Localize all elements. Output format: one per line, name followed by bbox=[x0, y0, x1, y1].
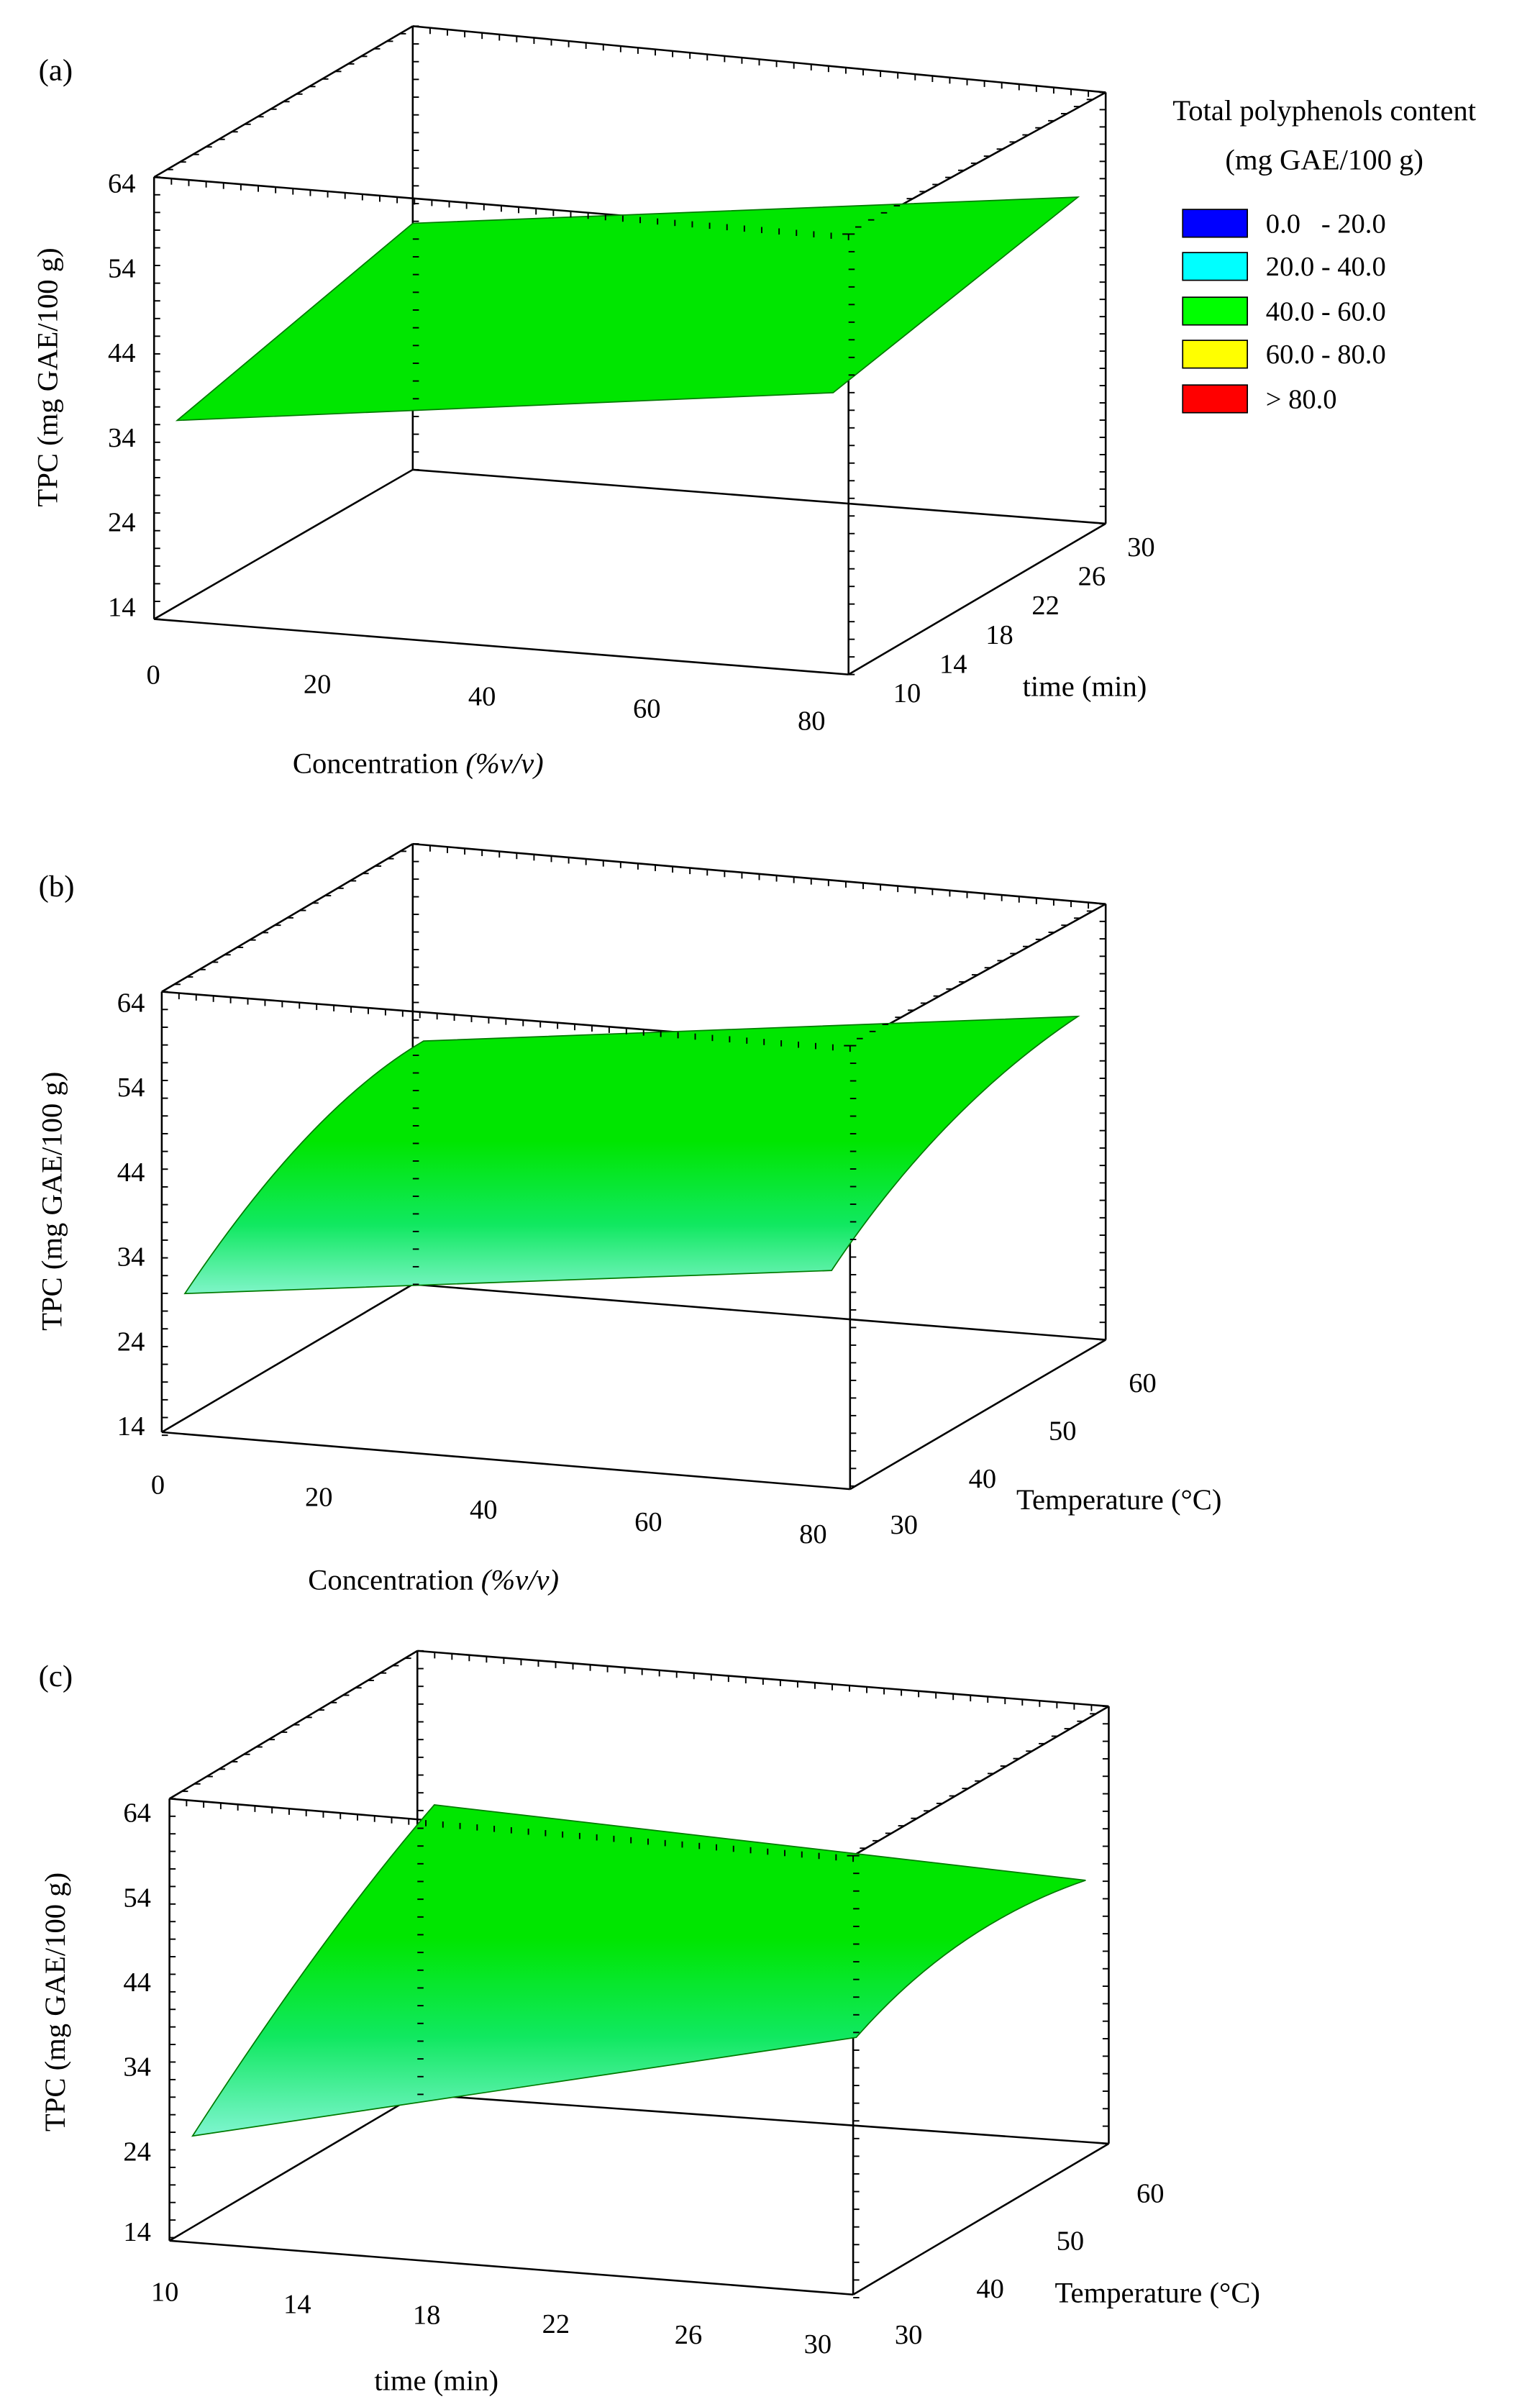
legend-label: 40.0 - 60.0 bbox=[1266, 296, 1386, 327]
x-tick-label: 30 bbox=[804, 2329, 832, 2360]
legend-swatch bbox=[1182, 296, 1248, 326]
y-tick-label: 14 bbox=[939, 650, 967, 680]
z-tick-label: 14 bbox=[117, 1411, 145, 1442]
panel-c: (c) TPC (mg GAE/100 g) 64 54 44 34 24 14 bbox=[39, 1650, 1260, 2396]
z-tick-label: 64 bbox=[108, 169, 136, 199]
z-tick-label: 44 bbox=[108, 338, 136, 368]
z-tick-label: 34 bbox=[108, 423, 136, 453]
panel-label: (c) bbox=[39, 1660, 73, 1693]
x-tick-label: 80 bbox=[799, 1519, 827, 1550]
x-tick-label: 10 bbox=[151, 2277, 179, 2307]
x-tick-label: 60 bbox=[634, 1507, 662, 1537]
z-tick-label: 24 bbox=[123, 2137, 151, 2167]
z-tick-label: 64 bbox=[123, 1798, 151, 1829]
panel-a: (a) TPC (mg GAE/100 g) 64 54 44 34 24 14 bbox=[31, 25, 1155, 780]
legend-subtitle: (mg GAE/100 g) bbox=[1225, 143, 1423, 176]
x-tick-label: 14 bbox=[283, 2289, 311, 2319]
z-tick-label: 54 bbox=[117, 1073, 145, 1103]
response-surface bbox=[175, 196, 1080, 422]
legend-label: > 80.0 bbox=[1266, 384, 1337, 414]
x-tick-label: 40 bbox=[470, 1495, 498, 1525]
x-tick-label: 20 bbox=[304, 669, 332, 699]
x-tick-label: 40 bbox=[468, 681, 496, 711]
z-tick-label: 14 bbox=[108, 592, 136, 622]
legend-entry: 40.0 - 60.0 bbox=[1182, 296, 1386, 327]
z-axis-label: TPC (mg GAE/100 g) bbox=[36, 1072, 68, 1331]
y-tick-label: 30 bbox=[895, 2320, 923, 2350]
response-surface bbox=[191, 1804, 1086, 2137]
legend-label: 20.0 - 40.0 bbox=[1266, 252, 1386, 282]
x-tick-label: 18 bbox=[413, 2300, 441, 2330]
legend-entry: 0.0 - 20.0 bbox=[1182, 209, 1386, 239]
y-tick-label: 50 bbox=[1057, 2226, 1085, 2257]
y-tick-label: 50 bbox=[1049, 1416, 1077, 1447]
panel-label: (b) bbox=[39, 870, 75, 904]
z-tick-label: 14 bbox=[123, 2217, 151, 2247]
y-axis-label: Temperature (°C) bbox=[1016, 1483, 1221, 1516]
z-tick-label: 24 bbox=[117, 1327, 145, 1357]
legend-label: 0.0 - 20.0 bbox=[1266, 209, 1386, 239]
x-tick-labels: 0 20 40 60 80 bbox=[151, 1470, 827, 1550]
legend-entry: 60.0 - 80.0 bbox=[1182, 340, 1386, 370]
z-tick-label: 34 bbox=[123, 2052, 151, 2083]
x-tick-labels: 10 14 18 22 26 30 bbox=[151, 2277, 831, 2360]
y-tick-label: 40 bbox=[976, 2274, 1004, 2304]
z-tick-label: 54 bbox=[123, 1883, 151, 1913]
x-tick-label: 0 bbox=[146, 660, 160, 690]
z-tick-label: 34 bbox=[117, 1242, 145, 1273]
legend-swatch bbox=[1182, 384, 1248, 414]
x-tick-label: 22 bbox=[542, 2309, 570, 2339]
x-tick-label: 60 bbox=[633, 694, 661, 724]
y-axis-label: time (min) bbox=[1023, 670, 1147, 703]
panel-b: (b) TPC (mg GAE/100 g) 64 54 44 34 24 14 bbox=[36, 842, 1221, 1596]
x-axis-label: time (min) bbox=[374, 2364, 498, 2396]
z-tick-labels: 64 54 44 34 24 14 bbox=[117, 988, 145, 1442]
legend-entry: > 80.0 bbox=[1182, 384, 1337, 414]
y-tick-label: 60 bbox=[1136, 2178, 1165, 2208]
response-surface bbox=[183, 1015, 1080, 1295]
x-tick-label: 80 bbox=[798, 706, 826, 737]
y-tick-label: 26 bbox=[1078, 561, 1106, 591]
y-tick-label: 22 bbox=[1031, 591, 1060, 621]
legend-swatch bbox=[1182, 252, 1248, 281]
y-tick-label: 30 bbox=[1127, 532, 1155, 563]
legend: Total polyphenols content (mg GAE/100 g)… bbox=[1172, 94, 1476, 414]
z-tick-label: 54 bbox=[108, 253, 136, 283]
x-tick-label: 0 bbox=[151, 1470, 165, 1501]
y-tick-label: 30 bbox=[890, 1510, 918, 1540]
x-tick-label: 20 bbox=[305, 1483, 333, 1513]
z-tick-label: 24 bbox=[108, 508, 136, 538]
z-tick-label: 44 bbox=[117, 1157, 145, 1188]
legend-swatch bbox=[1182, 209, 1248, 238]
x-axis-label: Concentration (%v/v) bbox=[308, 1563, 559, 1596]
legend-entry: 20.0 - 40.0 bbox=[1182, 252, 1386, 282]
z-tick-labels: 64 54 44 34 24 14 bbox=[123, 1798, 151, 2247]
x-tick-labels: 0 20 40 60 80 bbox=[146, 660, 825, 736]
y-tick-labels: 10 14 18 22 26 30 bbox=[893, 532, 1155, 709]
x-axis-label: Concentration (%v/v) bbox=[293, 747, 544, 780]
z-axis-label: TPC (mg GAE/100 g) bbox=[31, 247, 63, 506]
y-tick-labels: 30 40 50 60 bbox=[890, 1368, 1156, 1540]
panel-label: (a) bbox=[39, 53, 73, 87]
y-tick-label: 10 bbox=[893, 678, 921, 709]
legend-label: 60.0 - 80.0 bbox=[1266, 340, 1386, 370]
z-axis-label: TPC (mg GAE/100 g) bbox=[39, 1873, 71, 2131]
y-tick-label: 18 bbox=[985, 620, 1013, 650]
z-tick-label: 64 bbox=[117, 988, 145, 1018]
legend-title: Total polyphenols content bbox=[1172, 94, 1476, 127]
y-tick-label: 40 bbox=[969, 1464, 997, 1494]
axis-ticks bbox=[153, 25, 1110, 2298]
y-tick-label: 60 bbox=[1129, 1368, 1157, 1398]
y-axis-label: Temperature (°C) bbox=[1055, 2276, 1260, 2308]
z-tick-label: 44 bbox=[123, 1967, 151, 1998]
x-tick-label: 26 bbox=[675, 2320, 703, 2350]
legend-swatch bbox=[1182, 340, 1248, 369]
y-tick-labels: 30 40 50 60 bbox=[895, 2178, 1165, 2350]
z-tick-labels: 64 54 44 34 24 14 bbox=[108, 169, 136, 623]
